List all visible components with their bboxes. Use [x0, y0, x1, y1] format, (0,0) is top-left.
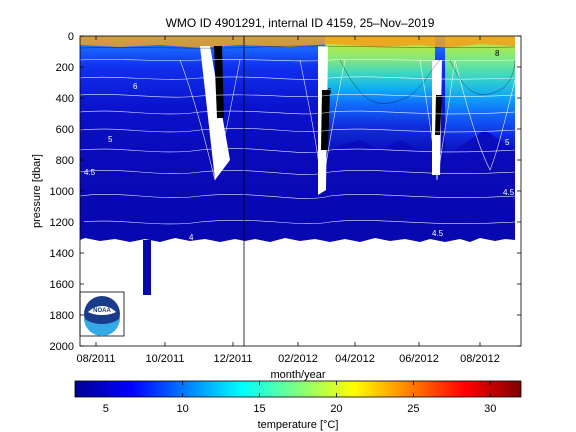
x-tick-label: 12/2011	[214, 353, 253, 365]
noaa-logo: NOAA	[79, 291, 125, 337]
contour-label: 8	[495, 49, 500, 58]
contour-label: 4	[189, 233, 194, 242]
y-tick-label: 800	[56, 155, 74, 167]
y-tick-label: 600	[56, 124, 74, 136]
y-tick-label: 1800	[50, 310, 74, 322]
y-tick-label: 0	[68, 31, 74, 43]
x-tick-label: 08/2012	[460, 353, 500, 365]
contour-label: 6	[133, 82, 138, 91]
colorbar-tick-label: 30	[484, 403, 496, 415]
contour-label: 6	[327, 87, 332, 96]
y-tick-label: 200	[56, 62, 74, 74]
contour-label: 4.5	[503, 188, 515, 197]
y-tick-label: 1600	[50, 279, 74, 291]
y-axis-label: pressure [dbar]	[31, 154, 43, 228]
chart-title: WMO ID 4901291, internal ID 4159, 25–Nov…	[166, 16, 435, 30]
warm-region-1	[325, 36, 435, 160]
contour-label: 5	[108, 135, 113, 144]
y-tick-label: 1200	[50, 217, 74, 229]
x-tick-label: 02/2012	[278, 353, 318, 365]
x-tick-label: 04/2012	[335, 353, 375, 365]
x-tick-label: 06/2012	[399, 353, 439, 365]
x-axis: 08/2011 10/2011 12/2011 02/2012 04/2012 06/20…	[77, 36, 500, 365]
warm-region-2	[445, 36, 515, 160]
contour-label: 5	[505, 138, 510, 147]
plot-area: 6 5 4.5 4 4.5 6 5 4.5 8 NOAA	[79, 35, 522, 347]
y-tick-label: 1000	[50, 186, 74, 198]
cold-intrusion-6	[435, 95, 442, 135]
colorbar: 5 10 15 20 25 30 temperature [°C]	[74, 380, 522, 431]
colorbar-tick-label: 5	[103, 403, 109, 415]
contour-label: 4.5	[432, 229, 444, 238]
x-tick-label: 10/2011	[146, 353, 185, 365]
logo-text: NOAA	[93, 308, 111, 314]
colorbar-tick-label: 10	[177, 403, 189, 415]
y-axis: 0 200 400 600 800 1000 1200 1400 1600 1800 2000	[50, 31, 521, 353]
y-tick-label: 1400	[50, 248, 74, 260]
colorbar-label: temperature [°C]	[258, 419, 339, 431]
contour-lines-dark	[80, 45, 516, 104]
surface-layer	[80, 36, 515, 48]
x-axis-label: month/year	[270, 369, 325, 381]
colorbar-tick-label: 20	[330, 403, 342, 415]
colorbar-ticks: 5 10 15 20 25 30	[103, 381, 496, 415]
contour-labels: 6 5 4.5 4 4.5 6 5 4.5 8	[84, 49, 515, 242]
colorbar-gradient	[74, 380, 522, 398]
cold-intrusion-2	[214, 46, 224, 118]
colorbar-tick-label: 25	[407, 403, 419, 415]
deep-profile	[143, 240, 151, 295]
colorbar-tick-label: 15	[253, 403, 265, 415]
cold-intrusion-4	[321, 90, 330, 150]
x-tick-label: 08/2011	[77, 353, 116, 365]
contour-label: 4.5	[84, 168, 96, 177]
y-tick-label: 400	[56, 93, 74, 105]
contour-lines	[80, 59, 516, 225]
y-tick-label: 2000	[50, 341, 74, 353]
